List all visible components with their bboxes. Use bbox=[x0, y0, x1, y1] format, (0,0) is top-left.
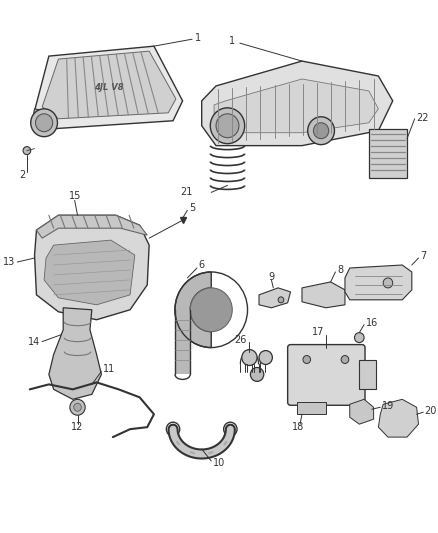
Circle shape bbox=[190, 288, 232, 332]
Text: 11: 11 bbox=[103, 365, 116, 375]
Circle shape bbox=[314, 123, 329, 139]
Polygon shape bbox=[175, 272, 211, 348]
Text: 18: 18 bbox=[292, 422, 304, 432]
Text: 4JL V8: 4JL V8 bbox=[94, 84, 124, 92]
Text: 10: 10 bbox=[213, 458, 226, 468]
Circle shape bbox=[210, 108, 245, 144]
Text: 15: 15 bbox=[68, 191, 81, 201]
Circle shape bbox=[216, 114, 239, 138]
Polygon shape bbox=[33, 109, 56, 129]
Polygon shape bbox=[345, 265, 412, 300]
Bar bbox=[175, 310, 190, 375]
Text: 12: 12 bbox=[71, 422, 84, 432]
Text: 20: 20 bbox=[424, 406, 437, 416]
Polygon shape bbox=[214, 79, 378, 133]
Circle shape bbox=[383, 278, 393, 288]
Text: 22: 22 bbox=[417, 113, 429, 123]
Circle shape bbox=[341, 356, 349, 364]
Text: 5: 5 bbox=[189, 203, 195, 213]
Polygon shape bbox=[259, 288, 290, 308]
FancyBboxPatch shape bbox=[288, 345, 365, 405]
Text: 17: 17 bbox=[311, 327, 324, 337]
Text: 9: 9 bbox=[268, 272, 275, 282]
Text: 14: 14 bbox=[28, 337, 40, 346]
Text: 1: 1 bbox=[229, 36, 235, 46]
Text: 6: 6 bbox=[199, 260, 205, 270]
Polygon shape bbox=[36, 215, 147, 238]
Polygon shape bbox=[35, 215, 149, 320]
Circle shape bbox=[354, 333, 364, 343]
Text: 16: 16 bbox=[366, 318, 378, 328]
Text: 13: 13 bbox=[3, 257, 15, 267]
Polygon shape bbox=[42, 51, 176, 119]
Circle shape bbox=[35, 114, 53, 132]
Text: 1: 1 bbox=[195, 33, 201, 43]
Circle shape bbox=[308, 117, 335, 144]
Bar bbox=[359, 360, 377, 389]
Circle shape bbox=[23, 147, 31, 155]
Polygon shape bbox=[350, 399, 374, 424]
Text: 19: 19 bbox=[382, 401, 395, 411]
Text: 2: 2 bbox=[19, 171, 25, 181]
Circle shape bbox=[70, 399, 85, 415]
Polygon shape bbox=[378, 399, 418, 437]
Circle shape bbox=[303, 356, 311, 364]
Text: 26: 26 bbox=[234, 335, 247, 345]
Bar bbox=[297, 402, 326, 414]
Polygon shape bbox=[201, 61, 393, 146]
Text: 8: 8 bbox=[337, 265, 343, 275]
Circle shape bbox=[74, 403, 81, 411]
Polygon shape bbox=[35, 46, 183, 129]
Circle shape bbox=[278, 297, 284, 303]
Polygon shape bbox=[49, 308, 102, 399]
Polygon shape bbox=[302, 282, 345, 308]
Polygon shape bbox=[44, 240, 135, 305]
Circle shape bbox=[31, 109, 57, 136]
Text: 7: 7 bbox=[420, 251, 427, 261]
Text: 21: 21 bbox=[180, 188, 192, 197]
Circle shape bbox=[259, 351, 272, 365]
Circle shape bbox=[242, 350, 257, 366]
Bar bbox=[369, 129, 407, 179]
Circle shape bbox=[251, 367, 264, 382]
